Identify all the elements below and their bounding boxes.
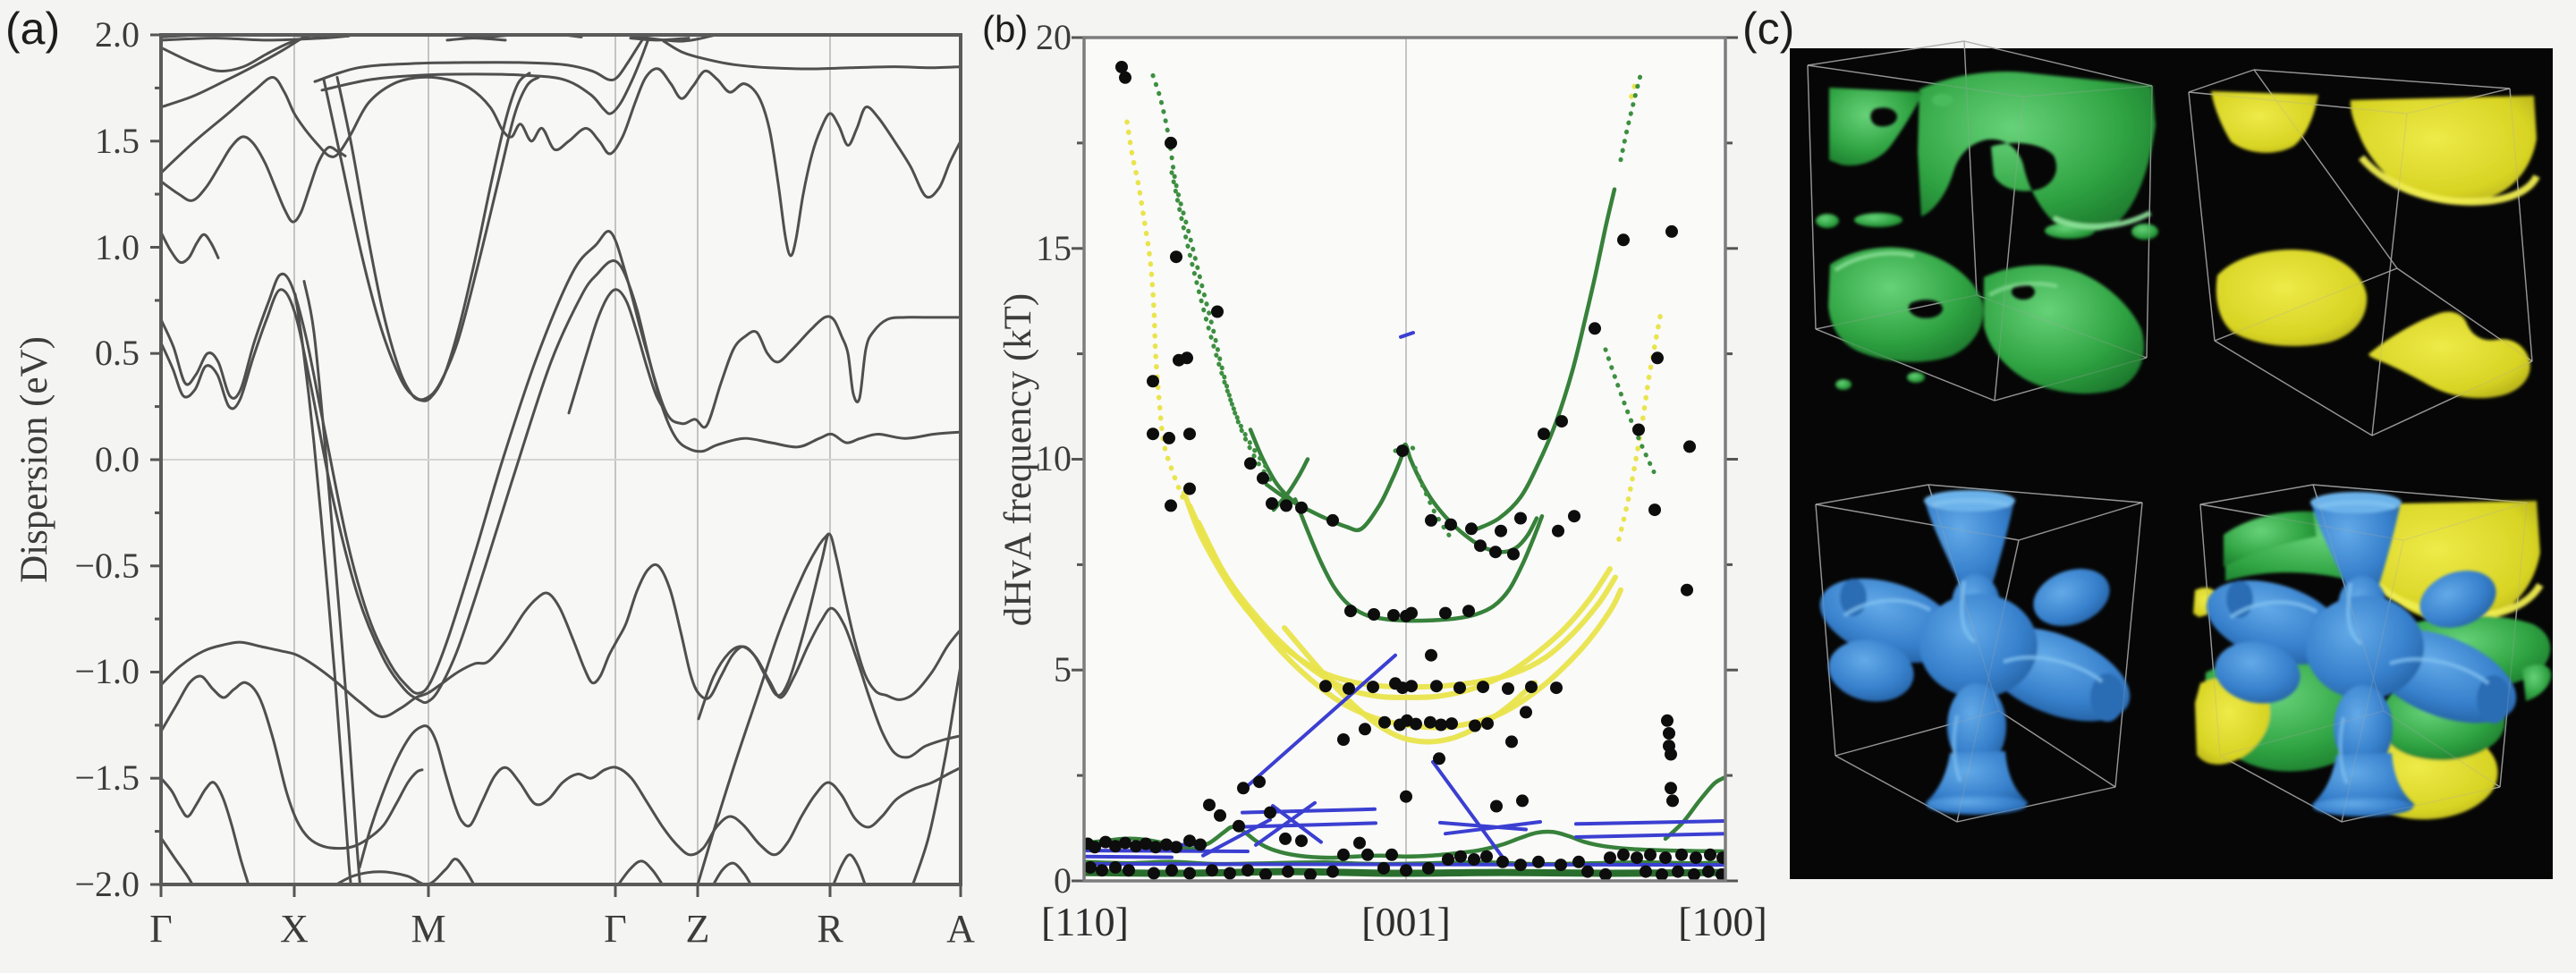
svg-text:[001]: [001] xyxy=(1361,899,1451,944)
svg-text:(a): (a) xyxy=(5,4,60,54)
svg-text:1.5: 1.5 xyxy=(95,121,140,161)
svg-text:(b): (b) xyxy=(982,8,1028,50)
svg-text:A: A xyxy=(946,907,975,951)
svg-text:15: 15 xyxy=(1036,228,1072,268)
svg-text:5: 5 xyxy=(1054,649,1072,690)
svg-text:10: 10 xyxy=(1036,438,1072,478)
svg-text:0: 0 xyxy=(1054,860,1072,901)
svg-text:[110]: [110] xyxy=(1041,899,1129,944)
svg-text:−0.5: −0.5 xyxy=(74,546,140,586)
svg-text:1.0: 1.0 xyxy=(95,227,140,267)
svg-text:0.0: 0.0 xyxy=(95,439,140,479)
svg-text:[100]: [100] xyxy=(1678,899,1767,944)
svg-text:−2.0: −2.0 xyxy=(74,864,140,904)
svg-text:Z: Z xyxy=(686,907,710,951)
svg-text:20: 20 xyxy=(1036,17,1072,57)
svg-text:Γ: Γ xyxy=(604,907,626,951)
svg-text:M: M xyxy=(411,907,445,951)
svg-text:Γ: Γ xyxy=(149,907,172,951)
svg-text:Dispersion (eV): Dispersion (eV) xyxy=(13,336,55,583)
svg-text:0.5: 0.5 xyxy=(95,333,140,373)
svg-text:dHvA frequency (kT): dHvA frequency (kT) xyxy=(997,293,1039,627)
svg-text:R: R xyxy=(817,907,843,951)
svg-text:−1.5: −1.5 xyxy=(74,757,140,798)
svg-text:2.0: 2.0 xyxy=(95,14,140,55)
svg-text:X: X xyxy=(280,907,309,951)
svg-text:(c): (c) xyxy=(1742,4,1794,54)
svg-text:−1.0: −1.0 xyxy=(74,651,140,691)
